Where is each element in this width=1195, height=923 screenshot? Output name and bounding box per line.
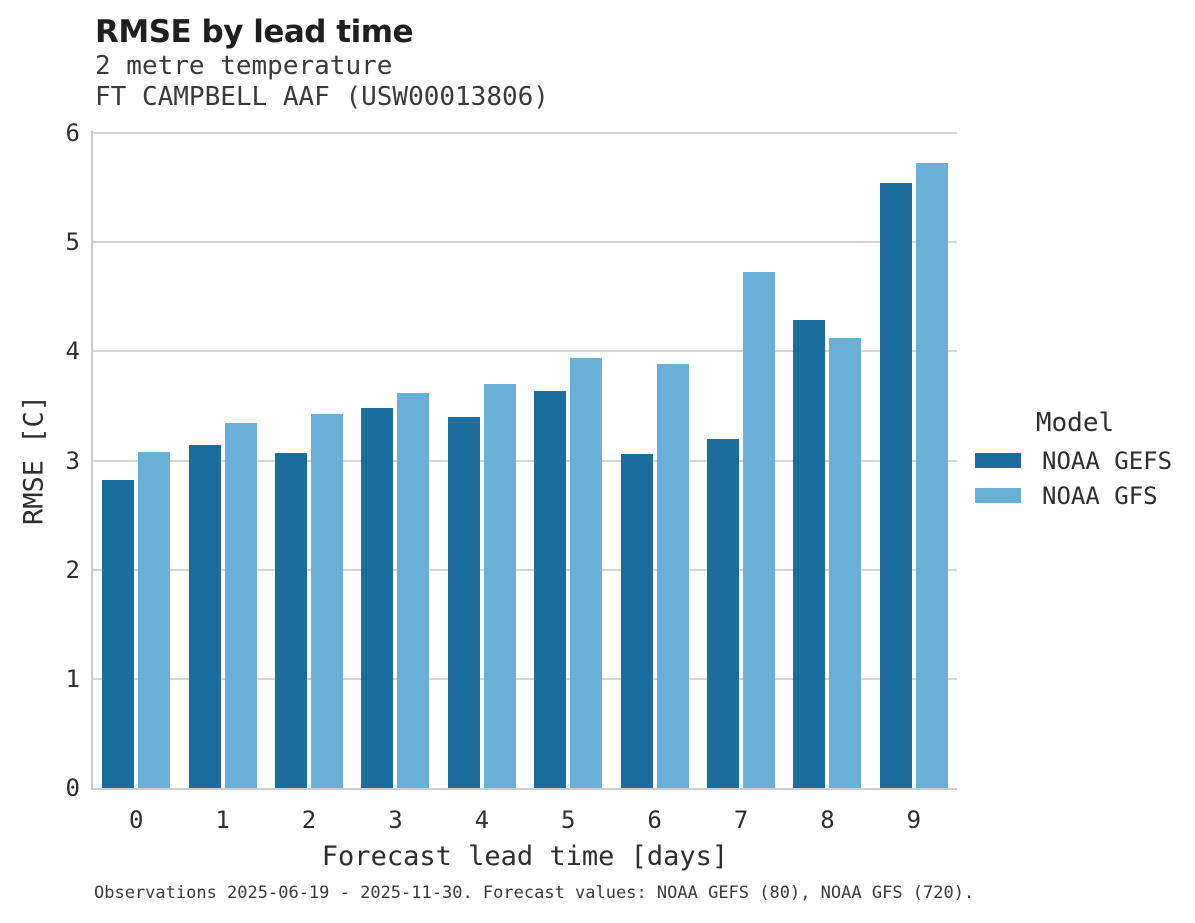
y-tick-label-2: 2 xyxy=(65,555,80,584)
bar-noaa-gfs-day5 xyxy=(570,357,603,788)
bar-noaa-gefs-day2 xyxy=(275,452,308,788)
chart-title: RMSE by lead time xyxy=(95,14,414,50)
y-tick-label-0: 0 xyxy=(65,774,80,802)
x-tick-label-2: 2 xyxy=(301,806,317,834)
bar-group-0 xyxy=(93,133,179,788)
bar-noaa-gefs-day7 xyxy=(707,438,740,788)
legend-swatch xyxy=(975,453,1021,468)
x-tick-labels: 0 1 2 3 4 5 6 7 8 9 xyxy=(93,806,957,834)
legend-title: Model xyxy=(1035,408,1115,438)
bar-noaa-gfs-day1 xyxy=(224,423,257,788)
bar-noaa-gfs-day0 xyxy=(138,451,171,788)
legend-item-noaa-gefs: NOAA GEFS xyxy=(975,446,1175,475)
y-tick-label-3: 3 xyxy=(65,446,80,475)
bar-group-3 xyxy=(352,133,438,788)
bar-group-1 xyxy=(179,133,265,788)
bar-noaa-gefs-day0 xyxy=(102,480,135,788)
bar-noaa-gfs-day2 xyxy=(311,413,344,788)
x-tick-label-5: 5 xyxy=(561,806,576,834)
x-tick-label-7: 7 xyxy=(733,806,749,834)
bar-group-6 xyxy=(611,133,697,788)
bar-groups xyxy=(93,133,957,788)
bar-noaa-gefs-day1 xyxy=(188,445,221,788)
gridline-y5 xyxy=(93,241,957,244)
legend-swatch xyxy=(975,488,1021,503)
bar-noaa-gefs-day4 xyxy=(447,416,480,788)
gridline-y3 xyxy=(93,459,957,462)
x-axis-title: Forecast lead time [days] xyxy=(321,841,729,872)
gridline-y2 xyxy=(93,568,957,571)
legend-label: NOAA GFS xyxy=(1042,481,1158,510)
plot-area xyxy=(91,131,957,790)
bar-group-2 xyxy=(266,133,352,788)
bar-group-7 xyxy=(698,133,784,788)
y-tick-label-1: 1 xyxy=(65,664,80,693)
bar-noaa-gefs-day8 xyxy=(793,319,826,788)
gridline-y4 xyxy=(93,350,957,353)
bar-noaa-gfs-day4 xyxy=(483,384,516,788)
x-tick-label-1: 1 xyxy=(215,806,230,834)
bar-group-4 xyxy=(439,133,525,788)
y-axis-spine xyxy=(91,131,93,790)
bar-group-9 xyxy=(871,133,957,788)
bar-noaa-gfs-day6 xyxy=(656,364,689,788)
bar-noaa-gfs-day9 xyxy=(915,162,948,788)
x-tick-label-0: 0 xyxy=(128,806,144,834)
chart-subtitle-station: FT CAMPBELL AAF (USW00013806) xyxy=(95,82,549,112)
bar-noaa-gfs-day7 xyxy=(743,271,776,788)
x-tick-label-9: 9 xyxy=(906,806,922,834)
y-axis-title: RMSE [C] xyxy=(18,394,50,526)
caption-text: Observations 2025-06-19 - 2025-11-30. Fo… xyxy=(94,883,975,903)
x-tick-label-6: 6 xyxy=(647,806,662,834)
legend-label: NOAA GEFS xyxy=(1042,446,1173,475)
bar-noaa-gefs-day5 xyxy=(534,390,567,788)
y-tick-label-6: 6 xyxy=(65,119,80,147)
bar-noaa-gfs-day8 xyxy=(829,338,862,788)
x-tick-label-8: 8 xyxy=(820,806,835,834)
y-tick-label-4: 4 xyxy=(65,337,80,366)
legend-item-noaa-gfs: NOAA GFS xyxy=(975,481,1175,510)
y-tick-label-5: 5 xyxy=(65,228,80,257)
gridline-y6 xyxy=(93,132,957,134)
bar-group-5 xyxy=(525,133,611,788)
legend-items: NOAA GEFS NOAA GFS xyxy=(975,446,1175,510)
bar-noaa-gfs-day3 xyxy=(397,392,430,788)
bar-noaa-gefs-day9 xyxy=(879,183,912,788)
bar-group-8 xyxy=(784,133,870,788)
legend: Model NOAA GEFS NOAA GFS xyxy=(975,408,1175,518)
x-tick-label-4: 4 xyxy=(474,806,490,834)
x-tick-label-3: 3 xyxy=(388,806,403,834)
bar-noaa-gefs-day3 xyxy=(361,408,394,788)
gridline-y1 xyxy=(93,677,957,680)
chart-subtitle-variable: 2 metre temperature xyxy=(95,51,393,81)
x-axis-spine xyxy=(91,788,957,790)
bar-noaa-gefs-day6 xyxy=(620,453,653,788)
